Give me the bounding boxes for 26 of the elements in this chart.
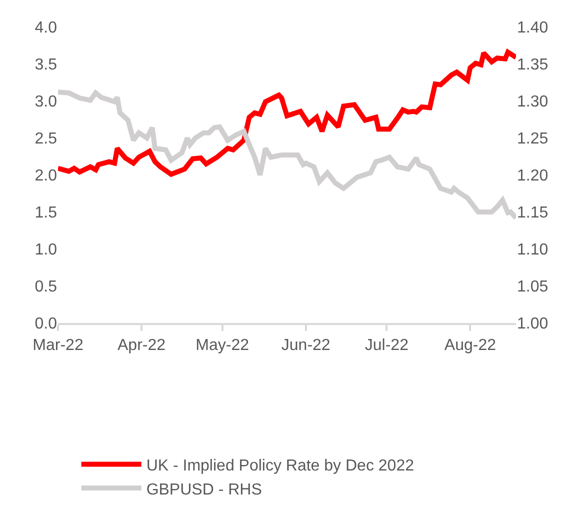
y2-tick-label: 1.10 <box>517 242 548 259</box>
x-tick-label: Jun-22 <box>281 337 330 354</box>
y2-tick-label: 1.40 <box>517 20 548 37</box>
y-tick-label: 3.5 <box>34 56 58 74</box>
legend-label: UK - Implied Policy Rate by Dec 2022 <box>146 457 414 474</box>
y2-tick-label: 1.00 <box>517 316 548 333</box>
y-tick-label: 0.5 <box>34 278 58 296</box>
x-tick-label: Jul-22 <box>364 337 409 354</box>
x-tick-label: May-22 <box>196 337 250 354</box>
y2-tick-label: 1.20 <box>517 168 548 185</box>
y-tick-label: 2.0 <box>34 168 58 185</box>
y2-tick-label: 1.25 <box>517 130 548 148</box>
legend-label: GBPUSD - RHS <box>146 481 262 498</box>
x-tick-label: Mar-22 <box>32 337 84 354</box>
y2-tick-label: 1.05 <box>517 278 548 296</box>
y-tick-label: 1.5 <box>34 204 58 222</box>
y-tick-label: 2.5 <box>34 130 58 148</box>
y-tick-label: 3.0 <box>34 94 58 111</box>
y-tick-label: 4.0 <box>34 20 58 37</box>
y2-tick-label: 1.35 <box>517 56 548 74</box>
y2-tick-label: 1.30 <box>517 94 548 111</box>
y-tick-label: 1.0 <box>34 242 58 259</box>
x-tick-label: Apr-22 <box>118 337 166 354</box>
y2-tick-label: 1.15 <box>517 204 548 222</box>
y-tick-label: 0.0 <box>34 316 58 333</box>
x-tick-label: Aug-22 <box>444 337 496 354</box>
